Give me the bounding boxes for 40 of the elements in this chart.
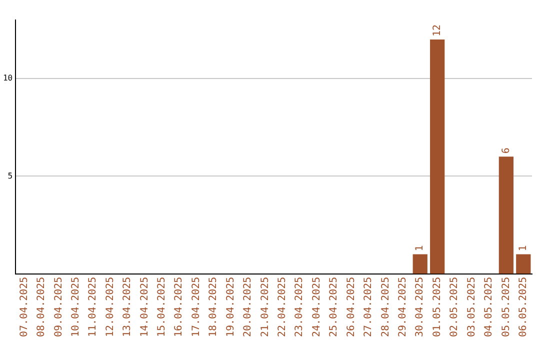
- x-tick-label: 23.04.2025: [294, 276, 306, 338]
- data-label: 6: [500, 148, 512, 154]
- x-tick-label: 27.04.2025: [363, 276, 374, 338]
- data-label: 1: [518, 245, 529, 252]
- bar: [430, 40, 445, 274]
- x-tick-label: 13.04.2025: [122, 276, 134, 338]
- x-tick-label: 01.05.2025: [432, 276, 443, 338]
- x-tick-label: 24.04.2025: [311, 276, 322, 338]
- x-tick-label: 07.04.2025: [18, 276, 30, 338]
- x-tick-label: 16.04.2025: [174, 276, 185, 338]
- x-tick-label: 25.04.2025: [328, 276, 340, 338]
- y-tick-label: 10: [2, 74, 13, 83]
- x-tick-label: 18.04.2025: [208, 276, 220, 338]
- x-tick-label: 09.04.2025: [53, 276, 64, 338]
- bar: [412, 254, 428, 274]
- x-tick-label: 06.05.2025: [518, 276, 529, 338]
- x-tick-label: 19.04.2025: [225, 276, 236, 338]
- x-tick-label: 26.04.2025: [346, 276, 357, 338]
- bar: [498, 156, 514, 274]
- x-tick-label: 17.04.2025: [190, 276, 202, 338]
- x-tick-label: 30.04.2025: [414, 276, 426, 338]
- x-tick-label: 15.04.2025: [156, 276, 168, 338]
- x-tick-label: 22.04.2025: [277, 276, 288, 338]
- x-tick-label: 02.05.2025: [449, 276, 460, 338]
- data-label: 1: [414, 245, 426, 252]
- y-tick-label: 5: [8, 171, 13, 180]
- x-tick-label: 14.04.2025: [139, 276, 150, 338]
- x-tick-label: 05.05.2025: [500, 276, 512, 338]
- x-tick-label: 20.04.2025: [242, 276, 254, 338]
- x-tick-label: 08.04.2025: [36, 276, 48, 338]
- data-label: 12: [432, 24, 443, 37]
- x-tick-label: 04.05.2025: [484, 276, 495, 338]
- x-tick-label: 21.04.2025: [260, 276, 271, 338]
- bar: [516, 254, 531, 274]
- x-tick-label: 10.04.2025: [70, 276, 82, 338]
- x-tick-label: 29.04.2025: [398, 276, 408, 338]
- x-tick-label: 28.04.2025: [380, 276, 392, 338]
- x-tick-label: 11.04.2025: [88, 276, 99, 338]
- x-tick-label: 03.05.2025: [466, 276, 478, 338]
- x-tick-label: 12.04.2025: [104, 276, 116, 338]
